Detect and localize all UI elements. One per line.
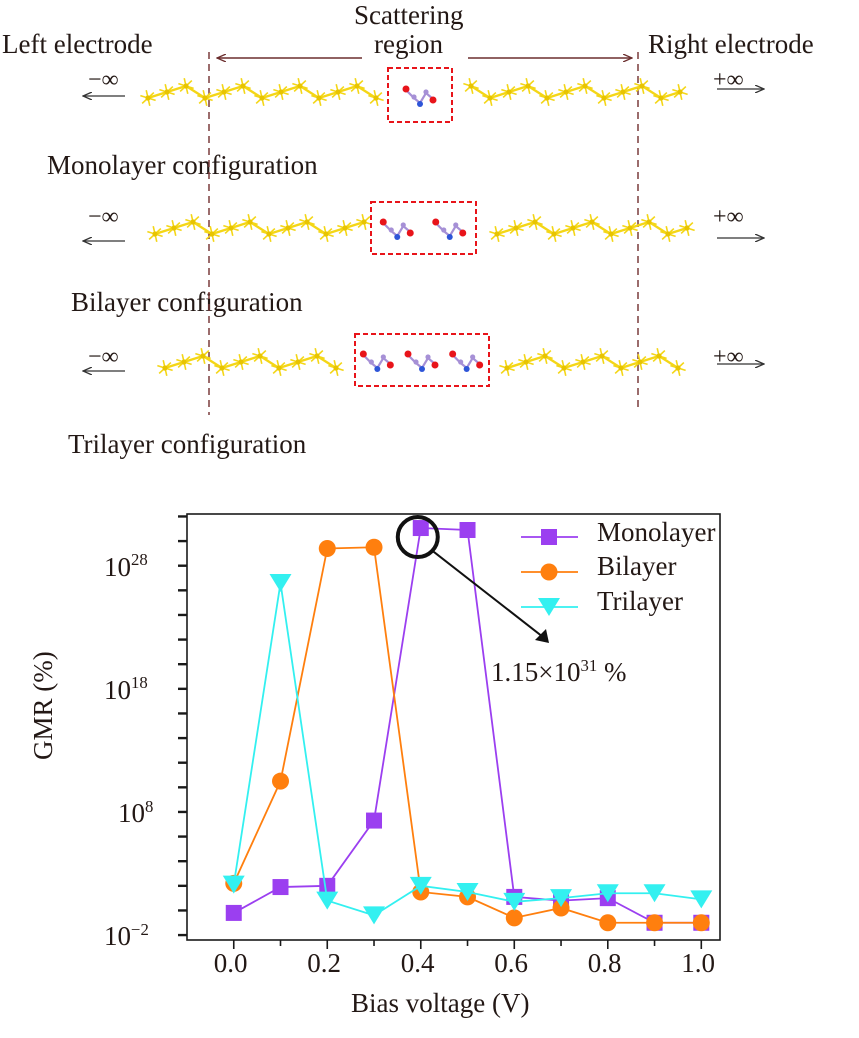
y-tick-label: 108	[118, 796, 154, 828]
data-point-bilayer	[646, 914, 664, 932]
x-tick-label: 0.0	[213, 948, 248, 978]
annotation-label: 1.15×1031 %	[491, 655, 627, 687]
data-point-bilayer	[318, 539, 336, 557]
series-line-trilayer	[232, 582, 702, 917]
data-point-monolayer	[272, 879, 289, 896]
legend-label-trilayer: Trilayer	[597, 586, 683, 616]
series-monolayer	[225, 520, 710, 931]
series-trilayer	[222, 573, 713, 925]
scattering-box-row-2	[370, 201, 477, 255]
device-schematic	[0, 52, 859, 415]
config-label-bilayer: Bilayer configuration	[71, 287, 303, 317]
minus-infinity-label-row1: −∞	[88, 67, 119, 93]
legend-label-bilayer: Bilayer	[597, 551, 677, 581]
legend	[521, 529, 578, 616]
plus-infinity-label-row2: +∞	[713, 204, 744, 230]
data-point-trilayer	[690, 890, 713, 909]
scattering-label-line2: region	[374, 29, 443, 59]
gold-chain-row-1	[140, 78, 688, 106]
data-point-bilayer	[505, 909, 523, 927]
minus-infinity-label-row2: −∞	[88, 204, 119, 230]
y-tick-label: 1018	[104, 673, 148, 705]
data-point-trilayer	[269, 573, 292, 592]
data-point-monolayer	[366, 812, 383, 829]
minus-infinity-label-row3: −∞	[88, 344, 119, 370]
molecule	[432, 218, 467, 240]
data-point-bilayer	[552, 899, 570, 917]
gold-chain-row-2	[147, 214, 695, 242]
x-tick-label: 0.2	[307, 948, 341, 978]
molecule	[379, 218, 414, 240]
data-point-bilayer	[272, 772, 290, 790]
x-tick-label: 0.6	[494, 948, 529, 978]
data-point-trilayer	[409, 876, 432, 895]
molecule	[359, 350, 394, 372]
y-axis-label: GMR (%)	[28, 651, 58, 760]
data-point-bilayer	[599, 914, 617, 932]
legend-label-monolayer: Monolayer	[597, 517, 716, 547]
legend-marker-trilayer	[538, 598, 560, 616]
left-electrode-label: Left electrode	[2, 29, 153, 59]
data-point-trilayer	[222, 875, 245, 894]
right-electrode-label: Right electrode	[648, 29, 814, 59]
data-point-bilayer	[365, 538, 383, 556]
data-point-trilayer	[316, 891, 339, 910]
scattering-box-row-1	[387, 67, 453, 123]
config-label-monolayer: Monolayer configuration	[47, 150, 318, 180]
data-point-monolayer	[412, 520, 429, 537]
molecule	[449, 350, 484, 372]
x-tick-label: 0.8	[587, 948, 622, 978]
scattering-label-line1: Scattering	[354, 0, 464, 30]
y-tick-label: 10−2	[104, 919, 149, 952]
data-point-trilayer	[643, 884, 666, 903]
annotation-arrow	[432, 550, 544, 638]
molecule	[402, 85, 437, 107]
data-point-bilayer	[692, 914, 710, 932]
data-point-trilayer	[550, 889, 573, 908]
data-point-trilayer	[503, 892, 526, 911]
data-point-trilayer	[363, 906, 386, 925]
data-point-monolayer	[459, 522, 476, 539]
annotation-arrowhead	[535, 629, 549, 643]
x-tick-label: 1.0	[681, 948, 716, 978]
plus-infinity-label-row3: +∞	[713, 344, 744, 370]
data-point-monolayer	[319, 877, 336, 894]
plus-infinity-label-row1: +∞	[713, 67, 744, 93]
x-tick-label: 0.4	[400, 948, 435, 978]
data-point-monolayer	[225, 904, 242, 921]
gold-chain-row-3	[157, 348, 686, 376]
legend-marker-monolayer	[541, 529, 557, 545]
data-point-trilayer	[456, 882, 479, 901]
scattering-box-row-3	[354, 333, 490, 387]
annotation-circle	[395, 515, 440, 560]
legend-marker-bilayer	[540, 563, 558, 581]
y-tick-label: 1028	[104, 550, 148, 582]
molecule	[404, 350, 439, 372]
config-label-trilayer: Trilayer configuration	[68, 429, 307, 459]
plot-frame	[186, 513, 721, 941]
data-point-trilayer	[596, 884, 619, 903]
x-axis-label: Bias voltage (V)	[351, 988, 530, 1018]
